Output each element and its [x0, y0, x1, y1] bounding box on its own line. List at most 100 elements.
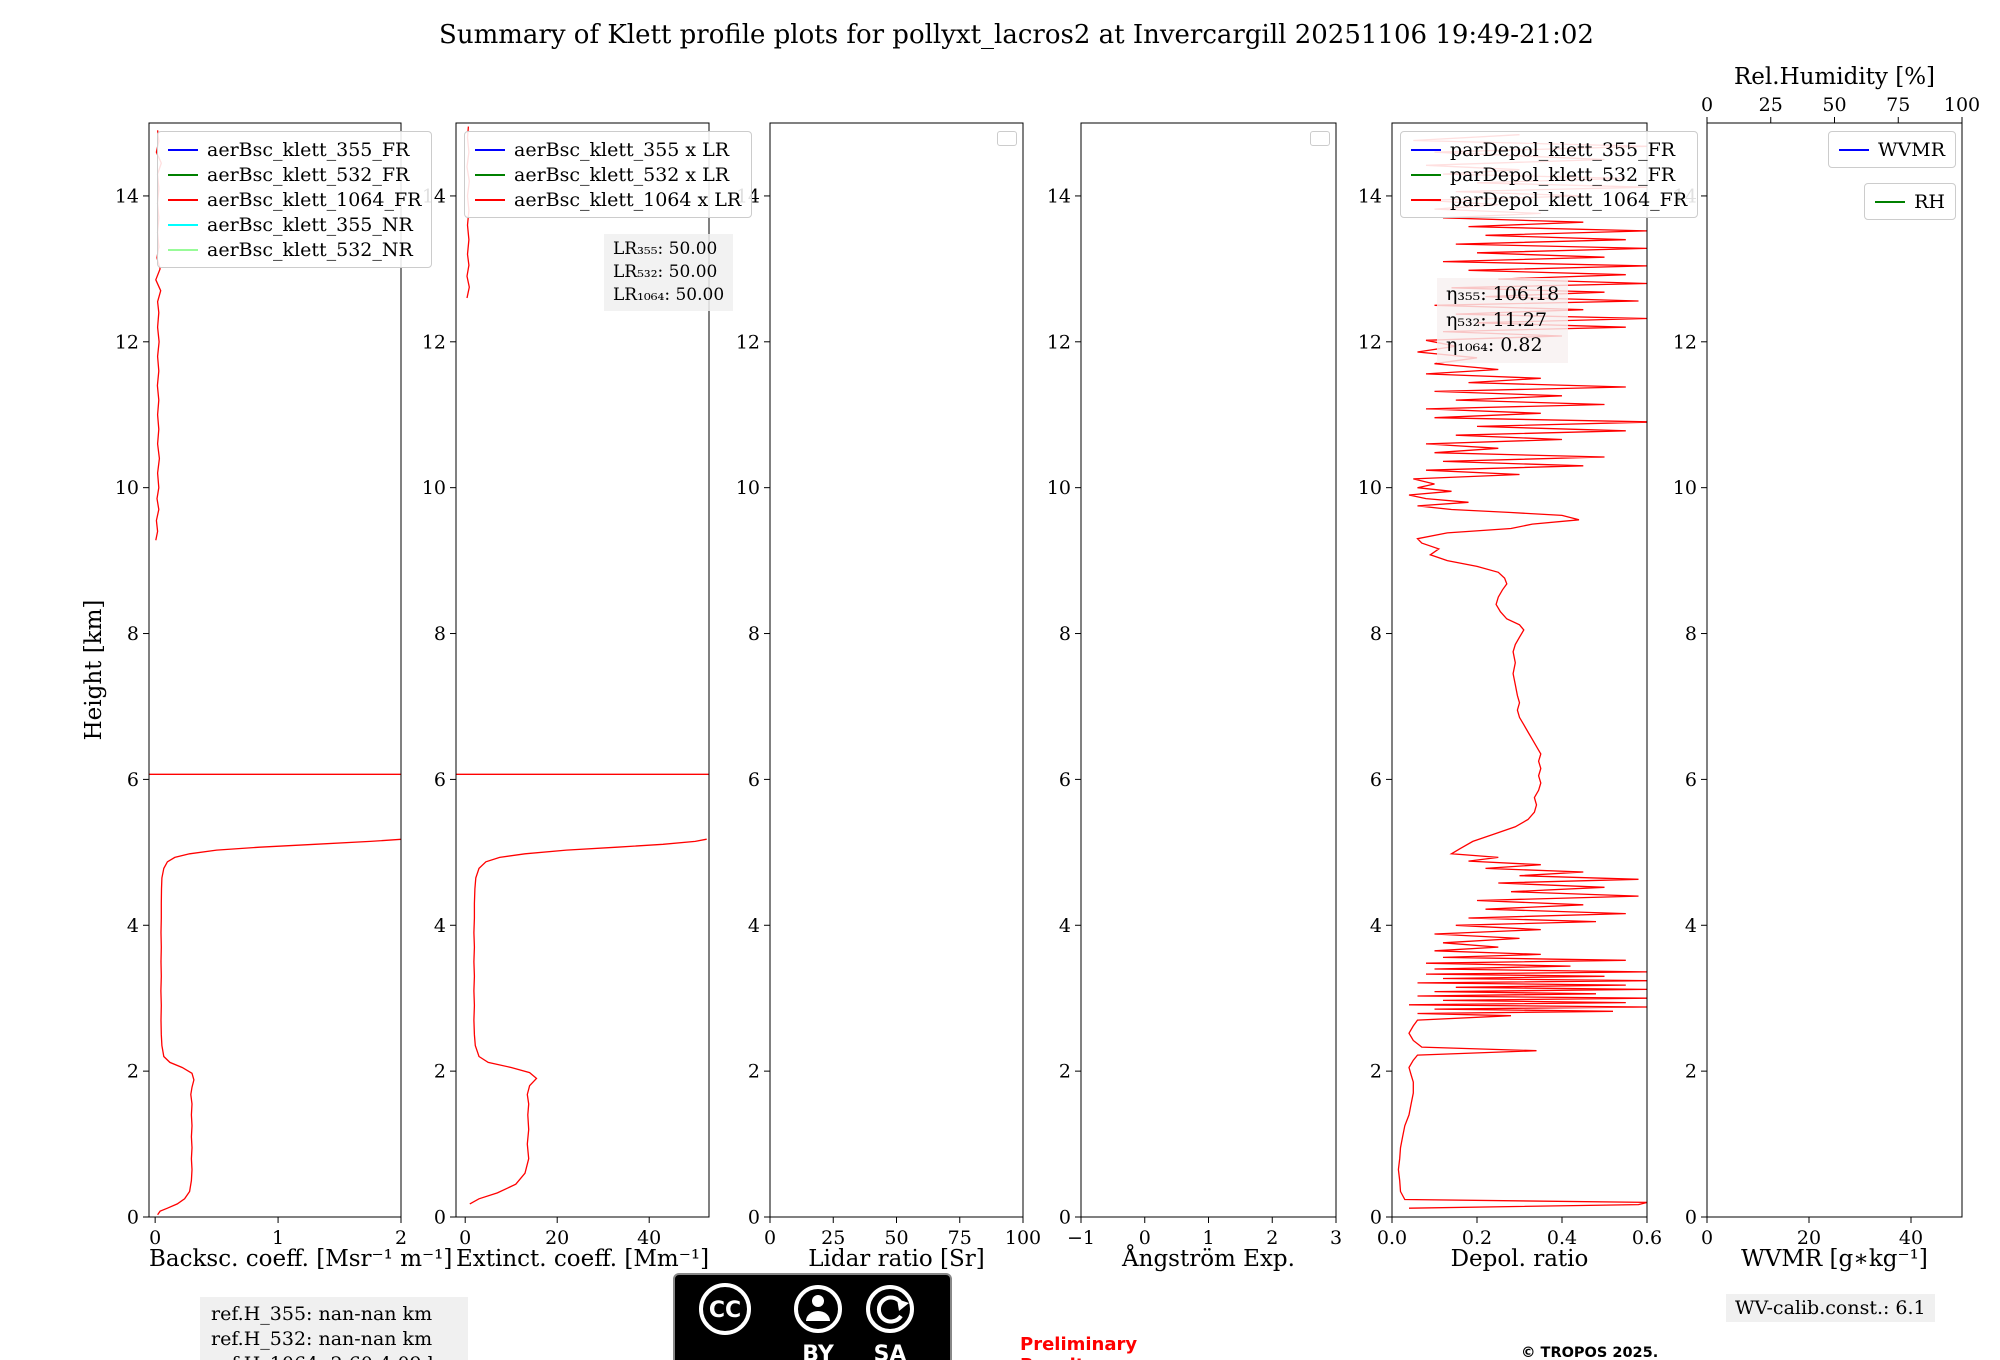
svg-text:0: 0 [127, 1207, 139, 1229]
legend-label: aerBsc_klett_355_FR [207, 138, 410, 161]
svg-text:10: 10 [1358, 477, 1382, 499]
legend-depol: parDepol_klett_355_FR parDepol_klett_532… [1400, 131, 1699, 218]
badge-by-label: BY [802, 1342, 835, 1360]
svg-text:50: 50 [1822, 94, 1846, 116]
line-swatch [475, 148, 505, 151]
line-swatch [168, 198, 198, 201]
svg-text:40: 40 [1899, 1227, 1923, 1249]
svg-text:100: 100 [1005, 1227, 1041, 1249]
svg-text:4: 4 [1059, 915, 1071, 937]
svg-text:6: 6 [1370, 769, 1382, 791]
preliminary-results-note: Preliminary Results. [1020, 1334, 1138, 1360]
svg-text:8: 8 [1685, 623, 1697, 645]
xlabel-extinction: Extinct. coeff. [Mm⁻¹] [456, 1246, 710, 1272]
legend-item: aerBsc_klett_1064 x LR [475, 187, 741, 212]
svg-text:8: 8 [1370, 623, 1382, 645]
line-swatch [475, 198, 505, 201]
svg-text:12: 12 [422, 331, 446, 353]
svg-text:2: 2 [1059, 1061, 1071, 1083]
line-swatch [1411, 198, 1441, 201]
xlabel-backscatter: Backsc. coeff. [Msr⁻¹ m⁻¹] [149, 1246, 453, 1272]
figure-title: Summary of Klett profile plots for polly… [439, 20, 1594, 50]
eta-1064-value: η₁₀₆₄: 0.82 [1446, 334, 1543, 357]
legend-label: aerBsc_klett_532 x LR [514, 163, 730, 186]
legend-label: aerBsc_klett_355 x LR [514, 138, 730, 161]
svg-text:12: 12 [736, 331, 760, 353]
svg-text:0: 0 [1701, 94, 1713, 116]
line-swatch [168, 223, 198, 226]
svg-text:12: 12 [1358, 331, 1382, 353]
svg-text:40: 40 [637, 1227, 661, 1249]
svg-text:0.4: 0.4 [1547, 1227, 1577, 1249]
svg-text:12: 12 [115, 331, 139, 353]
legend-label: RH [1914, 190, 1945, 213]
badge-sa-label: SA [874, 1342, 907, 1360]
eta-532-value: η₅₃₂: 11.27 [1446, 308, 1548, 331]
legend-wvmr: WVMR [1827, 131, 1956, 168]
line-swatch [1411, 148, 1441, 151]
svg-text:6: 6 [434, 769, 446, 791]
xlabel-wvmr: WVMR [g∗kg⁻¹] [1741, 1246, 1928, 1272]
svg-text:0.0: 0.0 [1377, 1227, 1407, 1249]
svg-text:0: 0 [459, 1227, 471, 1249]
cc-logo-text: CC [709, 1298, 741, 1323]
cc-by-sa-badge: CC BY SA [673, 1273, 952, 1360]
legend-label: aerBsc_klett_1064_FR [207, 188, 422, 211]
legend-empty-angstrom [1310, 131, 1330, 146]
legend-item: parDepol_klett_1064_FR [1411, 187, 1687, 212]
svg-text:14: 14 [115, 185, 139, 207]
svg-text:0.2: 0.2 [1462, 1227, 1492, 1249]
svg-text:6: 6 [1059, 769, 1071, 791]
svg-text:25: 25 [1759, 94, 1783, 116]
xlabel-rel-humidity: Rel.Humidity [%] [1733, 64, 1936, 90]
tropos-credit: © TROPOS 2025. CC BY SA 4.0 License. [1521, 1345, 1659, 1360]
svg-text:1: 1 [1202, 1227, 1214, 1249]
svg-text:2: 2 [434, 1061, 446, 1083]
svg-text:14: 14 [1358, 185, 1382, 207]
svg-text:14: 14 [1047, 185, 1071, 207]
legend-item: aerBsc_klett_532_FR [168, 162, 421, 187]
svg-text:25: 25 [821, 1227, 845, 1249]
wv-calib-note: WV-calib.const.: 6.1 [1726, 1294, 1935, 1322]
legend-empty-lidar-ratio [997, 131, 1017, 146]
svg-text:0: 0 [149, 1227, 161, 1249]
svg-text:20: 20 [545, 1227, 569, 1249]
svg-text:6: 6 [1685, 769, 1697, 791]
svg-text:8: 8 [434, 623, 446, 645]
legend-label: aerBsc_klett_1064 x LR [514, 188, 742, 211]
svg-text:0: 0 [434, 1207, 446, 1229]
legend-label: parDepol_klett_532_FR [1450, 163, 1676, 186]
svg-text:75: 75 [948, 1227, 972, 1249]
legend-extinction: aerBsc_klett_355 x LR aerBsc_klett_532 x… [464, 131, 753, 218]
svg-text:2: 2 [395, 1227, 407, 1249]
legend-item: parDepol_klett_532_FR [1411, 162, 1687, 187]
legend-label: parDepol_klett_1064_FR [1450, 188, 1688, 211]
svg-text:0: 0 [1059, 1207, 1071, 1229]
svg-text:2: 2 [1685, 1061, 1697, 1083]
cc-logo-icon [699, 1283, 751, 1335]
svg-text:8: 8 [127, 623, 139, 645]
svg-text:0: 0 [1685, 1207, 1697, 1229]
svg-text:12: 12 [1673, 331, 1697, 353]
svg-text:10: 10 [1047, 477, 1071, 499]
legend-item: aerBsc_klett_532 x LR [475, 162, 741, 187]
svg-text:75: 75 [1886, 94, 1910, 116]
svg-text:0: 0 [1139, 1227, 1151, 1249]
svg-text:6: 6 [748, 769, 760, 791]
lr-532-value: LR₅₃₂: 50.00 [613, 261, 718, 282]
svg-text:2: 2 [1370, 1061, 1382, 1083]
lidar-ratio-constants-box: LR₃₅₅: 50.00 LR₅₃₂: 50.00 LR₁₀₆₄: 50.00 [604, 234, 734, 311]
legend-item: aerBsc_klett_355 x LR [475, 137, 741, 162]
svg-text:2: 2 [748, 1061, 760, 1083]
ref-h-355: ref.H_355: nan-nan km [211, 1303, 433, 1325]
svg-text:−1: −1 [1067, 1227, 1095, 1249]
svg-text:4: 4 [748, 915, 760, 937]
svg-text:2: 2 [127, 1061, 139, 1083]
legend-item: parDepol_klett_355_FR [1411, 137, 1687, 162]
xlabel-angstrom: Ångström Exp. [1122, 1246, 1295, 1272]
legend-item: aerBsc_klett_532_NR [168, 237, 421, 262]
legend-label: aerBsc_klett_532_FR [207, 163, 410, 186]
svg-text:0.6: 0.6 [1632, 1227, 1662, 1249]
xlabel-depol-ratio: Depol. ratio [1450, 1246, 1589, 1272]
